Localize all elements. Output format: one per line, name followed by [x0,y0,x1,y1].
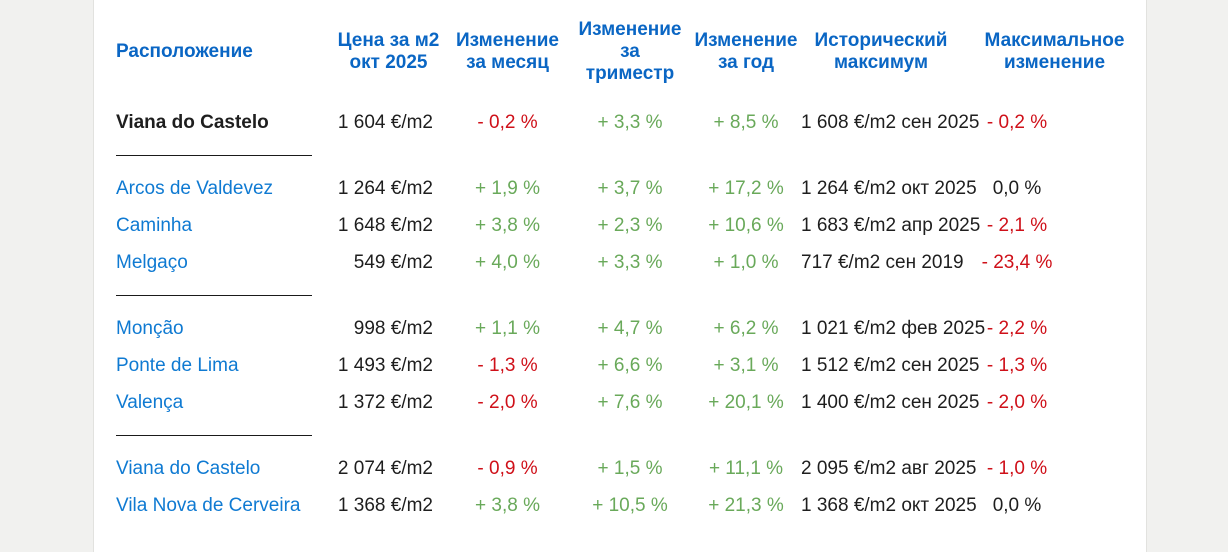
quarter-change-cell: + 2,3 % [597,214,663,236]
historical-max-cell: 1 021 €/m2 фев 2025 [801,317,986,339]
year-change-cell: + 20,1 % [708,391,784,413]
historical-max-cell: 717 €/m2 сен 2019 [801,251,964,273]
group-divider-line [116,155,312,156]
year-change-cell: + 17,2 % [708,177,784,199]
location-link[interactable]: Caminha [116,214,193,236]
max-change-cell: - 2,0 % [986,391,1048,413]
location-cell: Viana do Castelo [94,450,331,487]
quarter-change-cell: + 3,7 % [597,177,663,199]
table-header: Расположение Цена за м2 окт 2025 Изменение з… [94,0,1148,104]
quarter-change-cell: + 3,3 % [597,111,663,133]
divider-row [94,281,1148,310]
max-change-cell: - 1,0 % [986,457,1048,479]
table-row: Viana do Castelo 2 074 €/m2 - 0,9 % + 1,5 %… [94,450,1148,487]
historical-max-cell: 1 400 €/m2 сен 2025 [801,391,980,413]
location-link[interactable]: Arcos de Valdevez [116,177,274,199]
year-change-cell: + 1,0 % [713,251,779,273]
year-change-cell: + 21,3 % [708,494,784,516]
historical-max-cell: 2 095 €/m2 авг 2025 [801,457,977,479]
column-header-historical-max: Исторический максимум [814,30,948,73]
month-change-cell: - 2,0 % [477,391,538,413]
location-cell: Vila Nova de Cerveira [94,487,331,524]
quarter-change-cell: + 7,6 % [597,391,663,413]
location-link[interactable]: Vila Nova de Cerveira [116,494,301,516]
price-cell: 1 264 €/m2 [337,177,433,199]
table-row: Arcos de Valdevez 1 264 €/m2 + 1,9 % + 3,7 … [94,170,1148,207]
table-row: Ponte de Lima 1 493 €/m2 - 1,3 % + 6,6 % + 3… [94,347,1148,384]
month-change-cell: - 0,2 % [477,111,538,133]
max-change-cell: - 0,2 % [986,111,1048,133]
location-link[interactable]: Ponte de Lima [116,354,239,376]
quarter-change-cell: + 6,6 % [597,354,663,376]
table-row: Caminha 1 648 €/m2 + 3,8 % + 2,3 % + 10,6 % 1… [94,207,1148,244]
month-change-cell: + 1,9 % [475,177,540,199]
historical-max-cell: 1 608 €/m2 сен 2025 [801,111,980,133]
price-table: Расположение Цена за м2 окт 2025 Изменение з… [94,0,1148,524]
content-panel: Расположение Цена за м2 окт 2025 Изменение з… [93,0,1147,552]
max-change-cell: 0,0 % [992,494,1042,516]
location-link[interactable]: Monção [116,317,184,339]
group-divider-line [116,435,312,436]
price-cell: 1 493 €/m2 [337,354,433,376]
month-change-cell: + 3,8 % [475,214,540,236]
year-change-cell: + 6,2 % [713,317,779,339]
month-change-cell: + 1,1 % [475,317,540,339]
price-cell: 998 €/m2 [353,317,433,339]
location-cell: Monção [94,310,331,347]
max-change-cell: - 2,1 % [986,214,1048,236]
table-row: Vila Nova de Cerveira 1 368 €/m2 + 3,8 % + … [94,487,1148,524]
price-cell: 1 604 €/m2 [337,111,433,133]
divider-row [94,141,1148,170]
max-change-cell: - 23,4 % [981,251,1053,273]
location-cell: Arcos de Valdevez [94,170,331,207]
max-change-cell: - 1,3 % [986,354,1048,376]
column-header-price: Цена за м2 окт 2025 [337,30,440,73]
quarter-change-cell: + 4,7 % [597,317,663,339]
price-cell: 549 €/m2 [353,251,433,273]
table-row: Valença 1 372 €/m2 - 2,0 % + 7,6 % + 20,1 % 1… [94,384,1148,421]
quarter-change-cell: + 3,3 % [597,251,663,273]
year-change-cell: + 11,1 % [708,457,784,479]
column-header-month-change: Изменение за месяц [455,30,559,73]
column-header-quarter-change: Изменение за триместр [578,19,682,84]
location-link[interactable]: Melgaço [116,251,188,273]
table-row: Monção 998 €/m2 + 1,1 % + 4,7 % + 6,2 % 1 021… [94,310,1148,347]
max-change-cell: - 2,2 % [986,317,1048,339]
month-change-cell: + 3,8 % [475,494,540,516]
location-label: Viana do Castelo [116,111,269,133]
divider-row [94,421,1148,450]
year-change-cell: + 10,6 % [708,214,784,236]
price-cell: 1 648 €/m2 [337,214,433,236]
column-header-year-change: Изменение за год [694,30,798,73]
table-row: Viana do Castelo 1 604 €/m2 - 0,2 % + 3,3 %… [94,104,1148,141]
month-change-cell: + 4,0 % [475,251,540,273]
location-link[interactable]: Viana do Castelo [116,457,261,479]
year-change-cell: + 3,1 % [713,354,779,376]
price-cell: 1 372 €/m2 [337,391,433,413]
group-divider-line [116,295,312,296]
table-header-row: Расположение Цена за м2 окт 2025 Изменение з… [94,0,1148,104]
max-change-cell: 0,0 % [992,177,1042,199]
historical-max-cell: 1 683 €/m2 апр 2025 [801,214,981,236]
location-cell: Caminha [94,207,331,244]
historical-max-cell: 1 264 €/m2 окт 2025 [801,177,977,199]
historical-max-cell: 1 368 €/m2 окт 2025 [801,494,977,516]
historical-max-cell: 1 512 €/m2 сен 2025 [801,354,980,376]
location-cell: Viana do Castelo [94,104,331,141]
quarter-change-cell: + 1,5 % [597,457,663,479]
column-header-location: Расположение [116,41,253,62]
year-change-cell: + 8,5 % [713,111,779,133]
location-cell: Melgaço [94,244,331,281]
location-cell: Valença [94,384,331,421]
location-link[interactable]: Valença [116,391,184,413]
price-cell: 1 368 €/m2 [337,494,433,516]
table-row: Melgaço 549 €/m2 + 4,0 % + 3,3 % + 1,0 % 717 … [94,244,1148,281]
column-header-max-change: Максимальное изменение [984,30,1125,73]
month-change-cell: - 1,3 % [477,354,538,376]
month-change-cell: - 0,9 % [477,457,538,479]
price-cell: 2 074 €/m2 [337,457,433,479]
location-cell: Ponte de Lima [94,347,331,384]
quarter-change-cell: + 10,5 % [592,494,668,516]
